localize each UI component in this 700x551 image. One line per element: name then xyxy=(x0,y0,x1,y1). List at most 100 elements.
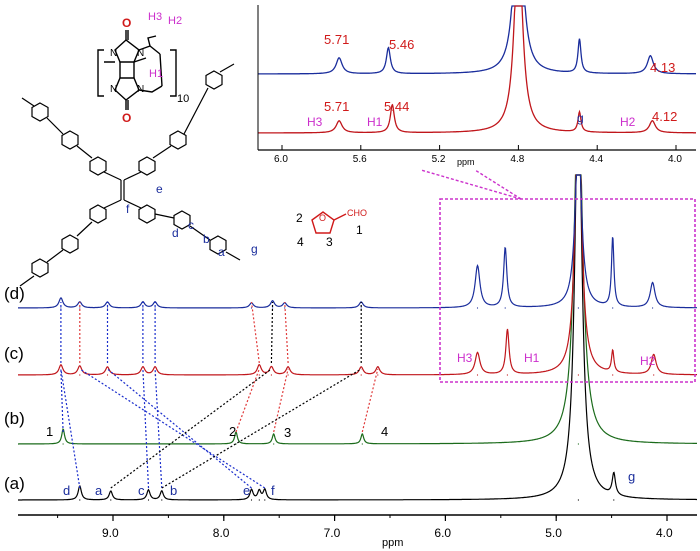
cb-nitrogen-2: N xyxy=(137,48,144,59)
main-tick-label-8.0: 8.0 xyxy=(213,526,230,540)
inset-label-546-top: 5.46 xyxy=(389,37,414,52)
peak-a-label-e: e xyxy=(243,483,250,498)
furan-label-2: 2 xyxy=(296,211,303,225)
peak-d-4 xyxy=(154,307,156,309)
peak-a-5 xyxy=(258,499,260,501)
peak-b-label-3: 3 xyxy=(284,425,291,440)
cb-nitrogen-4: N xyxy=(137,84,144,95)
peak-d-7 xyxy=(284,307,286,309)
inset-trace-bottom xyxy=(258,5,696,134)
peak-a-3 xyxy=(161,499,163,501)
peak-c-7 xyxy=(287,374,289,376)
peak-c-8 xyxy=(360,374,362,376)
tpe-label-b: b xyxy=(203,232,210,246)
peak-c-11 xyxy=(506,374,508,376)
cb-label-h3: H3 xyxy=(148,11,162,23)
peak-a-7 xyxy=(577,499,580,501)
tpe-labels: f e d c b a g xyxy=(126,182,258,259)
peak-b-2 xyxy=(273,443,275,445)
peak-a-8 xyxy=(613,499,615,501)
correlation-line-14 xyxy=(250,301,260,364)
peak-labels-b: 1 2 3 4 xyxy=(46,424,388,440)
peak-c-10 xyxy=(476,374,479,376)
correlation-line-16 xyxy=(284,301,289,364)
peak-b-label-1: 1 xyxy=(46,424,53,439)
inset-label-h3: H3 xyxy=(307,115,323,129)
peak-d-6 xyxy=(272,307,274,309)
peak-a-0 xyxy=(79,499,81,501)
inset-tick-label-5.2: 5.2 xyxy=(432,154,446,165)
correlation-line-4 xyxy=(154,368,163,489)
peak-a-label-c: c xyxy=(138,483,145,498)
peak-b-0 xyxy=(62,443,64,445)
cb-label-h1: H1 xyxy=(149,68,163,80)
inset-axis-ticks: 6.0 5.6 5.2 4.8 4.4 4.0 xyxy=(274,145,682,165)
peak-c-1 xyxy=(79,374,81,376)
peak-b-3 xyxy=(361,443,363,445)
peak-d-0 xyxy=(60,307,62,309)
tpe-viologen-structure xyxy=(19,63,241,287)
trace-label-a: (a) xyxy=(4,474,25,493)
main-spectra xyxy=(18,174,697,501)
inset-background xyxy=(258,5,696,150)
inset-tick-label-6.0: 6.0 xyxy=(274,154,288,165)
peak-c-5 xyxy=(258,374,260,376)
spectrum-trace-c xyxy=(18,174,697,376)
main-tick-label-6.0: 6.0 xyxy=(434,526,451,540)
furan-cho: CHO xyxy=(347,208,367,218)
peak-c-6 xyxy=(270,374,272,376)
zoom-region-box xyxy=(439,198,696,383)
inset-label-571-top: 5.71 xyxy=(324,32,349,47)
peak-d-2 xyxy=(106,307,109,309)
inset-label-g: g xyxy=(577,111,584,125)
furan-oxygen: O xyxy=(319,213,326,223)
peak-d-1 xyxy=(79,307,81,309)
furan-label-1: 1 xyxy=(356,223,363,237)
inset-spectra: 6.0 5.6 5.2 4.8 4.4 4.0 ppm 5.71 5.46 4.13 5.… xyxy=(257,5,696,167)
peak-a-label-g: g xyxy=(628,469,635,484)
peak-b-label-2: 2 xyxy=(229,424,236,439)
peak-a-label-f: f xyxy=(271,483,275,498)
correlation-line-15 xyxy=(273,368,289,433)
cb-nitrogen-3: N xyxy=(110,84,117,95)
spectrum-trace-a xyxy=(18,174,697,501)
cucurbituril-structure xyxy=(97,30,177,110)
correlation-line-0 xyxy=(60,368,81,489)
main-axis-ticks: 9.0 8.0 7.0 6.0 5.0 4.0 xyxy=(57,515,673,540)
main-x-axis: 9.0 8.0 7.0 6.0 5.0 4.0 ppm xyxy=(18,514,697,549)
correlation-line-17 xyxy=(361,368,379,433)
inset-label-571-bottom: 5.71 xyxy=(324,99,349,114)
inset-tick-label-4.0: 4.0 xyxy=(668,154,682,165)
peak-d-12 xyxy=(612,307,614,309)
main-tick-label-5.0: 5.0 xyxy=(545,526,562,540)
correlation-line-10 xyxy=(110,368,272,489)
cb-oxygen-top: O xyxy=(122,16,131,30)
furfural-labels: O CHO 2 4 3 1 xyxy=(296,208,367,249)
peak-a-4 xyxy=(250,499,253,501)
correlation-line-6 xyxy=(107,368,252,489)
tpe-label-c: c xyxy=(188,218,194,232)
zoom-connector-left xyxy=(420,169,522,200)
correlation-line-8 xyxy=(79,368,266,489)
cb-label-h2: H2 xyxy=(168,15,182,27)
inset-axis-title: ppm xyxy=(457,157,475,167)
peak-b-4 xyxy=(577,443,580,445)
peak-c-label-h1: H1 xyxy=(524,351,540,365)
main-tick-label-4.0: 4.0 xyxy=(656,526,673,540)
inset-label-413-top: 4.13 xyxy=(650,60,675,75)
peak-c-13 xyxy=(612,374,614,376)
correlation-line-18 xyxy=(161,368,362,489)
inset-label-h1: H1 xyxy=(367,115,383,129)
furfural-structure xyxy=(311,211,347,234)
peak-labels-a: d a c b e f g xyxy=(63,469,635,498)
trace-labels: (d) (c) (b) (a) xyxy=(4,284,25,493)
peak-labels-c: H3 H1 H2 xyxy=(457,351,656,368)
inset-tick-label-4.4: 4.4 xyxy=(589,154,603,165)
tpe-label-e: e xyxy=(156,182,163,196)
spectrum-trace-d xyxy=(18,174,697,309)
peak-d-8 xyxy=(360,307,362,309)
peak-c-2 xyxy=(106,374,109,376)
peak-d-5 xyxy=(250,307,253,309)
main-tick-label-9.0: 9.0 xyxy=(102,526,119,540)
